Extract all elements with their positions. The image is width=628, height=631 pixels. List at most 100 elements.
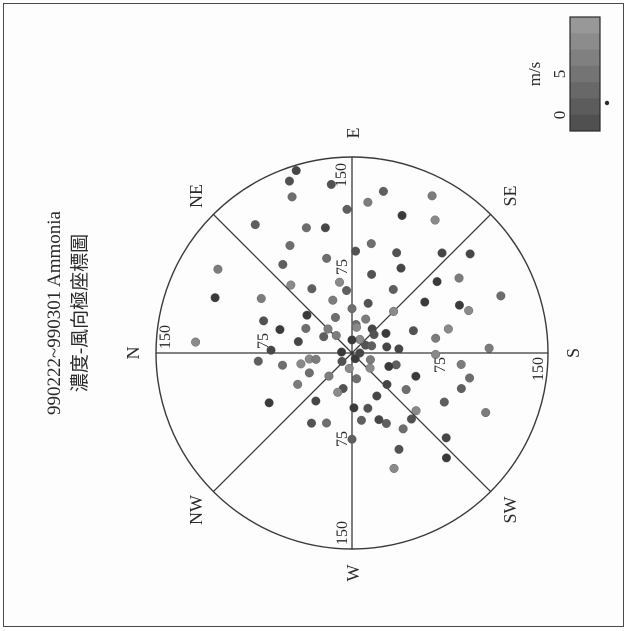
data-point [330,312,340,322]
data-point [397,210,407,220]
data-point [301,223,311,233]
radial-tick-label: 75 [432,357,449,373]
data-point [291,166,301,176]
direction-label-ne: NE [186,184,206,208]
data-point [342,204,352,214]
data-point [441,453,451,463]
legend-tick-label: 5 [550,70,569,79]
radial-tick-label: 75 [334,259,351,275]
data-point [324,371,334,381]
spoke-sw [351,352,492,493]
data-point [372,391,382,401]
legend-swatch [570,114,600,131]
data-point [363,197,373,207]
data-point [323,324,333,334]
data-point [361,314,371,324]
data-point [286,280,296,290]
direction-labels: N NE E SE S SW W NW [123,128,583,582]
polar-plot: N NE E SE S SW W NW 75 75 75 75 150 150 150 150 [123,128,583,582]
data-point [365,355,375,365]
data-point [347,335,357,345]
data-point [352,374,362,384]
data-point [293,379,303,389]
legend-swatch [570,65,600,83]
radial-tick-labels: 75 75 75 75 150 150 150 150 [157,163,547,545]
data-point [398,424,408,434]
data-point [401,385,411,395]
data-point [287,192,297,202]
legend-box [569,16,601,132]
data-point [384,361,394,371]
legend-unit: m/s [525,62,544,87]
data-point [437,248,447,258]
data-point [431,349,441,359]
data-point [284,176,294,186]
data-point [465,249,475,259]
data-point [394,444,404,454]
data-point [441,433,451,443]
data-point [408,326,418,336]
data-point [367,269,377,279]
chart-title: 990222~990301 Ammonia [44,210,65,415]
radial-tick-label: 150 [333,163,350,187]
data-point [381,418,391,428]
legend-swatch [570,49,600,66]
data-point [454,300,464,310]
data-point [496,291,506,301]
data-point [439,397,449,407]
direction-label-n: N [123,347,143,360]
data-point [349,403,359,413]
data-point [337,356,347,366]
radial-tick-label: 150 [334,521,351,545]
direction-label-sw: SW [500,496,520,523]
data-point [266,345,276,355]
data-point [293,337,303,347]
data-point [389,306,399,316]
data-point [369,330,379,340]
data-point [307,284,317,294]
data-point [465,373,475,383]
direction-label-e: E [343,128,363,139]
data-point [347,304,357,314]
radial-tick-label: 150 [157,325,174,349]
data-point [481,408,491,418]
data-point [256,293,266,303]
data-point [374,415,384,425]
data-point [420,297,430,307]
radial-tick-label: 150 [530,357,547,381]
data-point [351,246,361,256]
data-point [363,298,373,308]
data-point [392,248,402,258]
chart-subtitle: 濃度-風向極座標圖 [69,234,91,392]
data-point [382,379,392,389]
data-point [363,403,373,413]
data-point [301,323,311,333]
data-point [319,332,329,342]
data-point [331,331,341,341]
data-point [382,342,392,352]
data-point [311,396,321,406]
data-point [311,354,321,364]
data-point [464,306,474,316]
data-point [264,398,274,408]
data-point [378,186,388,196]
legend-tick-label: 0 [550,111,569,120]
data-point [352,322,362,332]
data-point [347,434,357,444]
data-point [394,344,404,354]
data-point [342,286,352,296]
data-point [278,259,288,269]
data-point [253,356,263,366]
data-point [333,387,343,397]
data-point [306,418,316,428]
legend-swatch [570,32,600,50]
radial-tick-label: 75 [334,431,351,447]
data-point [367,341,377,351]
legend-color-bar [569,16,601,132]
direction-label-nw: NW [186,495,206,525]
data-point [322,418,332,428]
data-point [320,223,330,233]
data-point [328,295,338,305]
data-point [350,354,360,364]
